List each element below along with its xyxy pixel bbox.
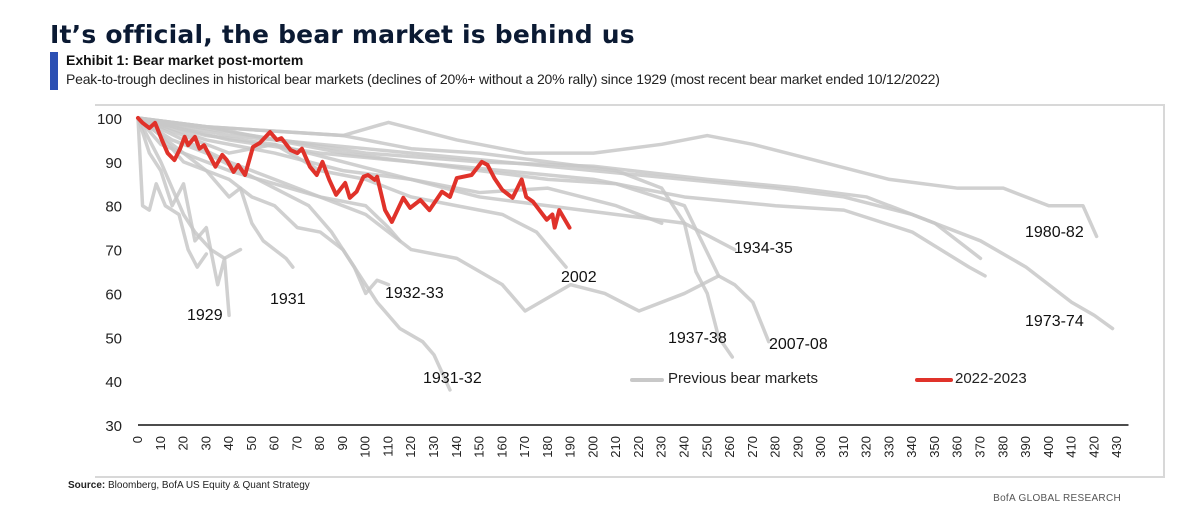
- source-text: Bloomberg, BofA US Equity & Quant Strate…: [108, 480, 310, 491]
- x-tick-label: 110: [380, 436, 395, 457]
- y-tick-label: 30: [105, 418, 122, 435]
- x-tick-label: 60: [267, 436, 282, 450]
- x-tick-label: 20: [176, 436, 191, 450]
- x-tick-label: 90: [335, 436, 350, 450]
- previous-bear-market-line: [136, 116, 568, 269]
- x-tick-label: 420: [1086, 436, 1101, 458]
- x-tick-label: 380: [995, 436, 1010, 458]
- annotation-2002: 2002: [561, 269, 597, 286]
- x-tick-label: 400: [1041, 436, 1056, 458]
- x-tick-label: 50: [244, 436, 259, 450]
- x-tick-label: 220: [631, 436, 646, 458]
- annotation-1934-35: 1934-35: [734, 240, 793, 257]
- y-tick-label: 60: [105, 286, 122, 303]
- y-tick-label: 80: [105, 199, 122, 216]
- y-tick-label: 40: [105, 374, 122, 391]
- y-tick-label: 50: [105, 330, 122, 347]
- x-tick-label: 180: [540, 436, 555, 458]
- x-tick-label: 370: [972, 436, 987, 458]
- x-tick-label: 10: [153, 436, 168, 450]
- source-note: Source: Bloomberg, BofA US Equity & Quan…: [68, 480, 310, 491]
- annotation-2007-08: 2007-08: [769, 336, 828, 353]
- legend-previous-label: Previous bear markets: [668, 370, 819, 387]
- annotation-1932-33: 1932-33: [385, 285, 444, 302]
- x-tick-label: 350: [927, 436, 942, 458]
- x-tick-label: 200: [585, 436, 600, 458]
- x-tick-label: 360: [950, 436, 965, 458]
- x-tick-label: 270: [745, 436, 760, 458]
- chart-frame: [95, 104, 1165, 478]
- brand-footer: BofA GLOBAL RESEARCH: [993, 493, 1121, 504]
- annotation-1973-74: 1973-74: [1025, 313, 1084, 330]
- annotation-1929: 1929: [187, 307, 223, 324]
- source-label: Source:: [68, 480, 106, 491]
- x-tick-label: 120: [403, 436, 418, 458]
- annotation-1980-82: 1980-82: [1025, 224, 1084, 241]
- x-tick-label: 330: [881, 436, 896, 458]
- annotation-1937-38: 1937-38: [668, 330, 727, 347]
- page-title: It’s official, the bear market is behind…: [50, 20, 635, 49]
- chart-subtitle: Peak-to-trough declines in historical be…: [66, 71, 940, 87]
- x-tick-label: 290: [790, 436, 805, 458]
- previous-bear-market-line: [136, 116, 664, 226]
- x-tick-label: 160: [494, 436, 509, 458]
- x-tick-label: 320: [859, 436, 874, 458]
- current-bear-market-line: [136, 116, 572, 230]
- legend-current-label: 2022-2023: [955, 370, 1027, 387]
- y-tick-label: 70: [105, 243, 122, 260]
- legend-current-swatch: [915, 378, 953, 382]
- y-tick-label: 100: [97, 111, 122, 128]
- x-tick-label: 130: [426, 436, 441, 458]
- exhibit-title: Exhibit 1: Bear market post-mortem: [66, 52, 304, 68]
- x-tick-label: 340: [904, 436, 919, 458]
- x-tick-label: 100: [358, 436, 373, 458]
- x-tick-label: 170: [517, 436, 532, 458]
- previous-bear-market-line: [136, 116, 983, 261]
- previous-bear-market-line: [136, 116, 209, 269]
- x-tick-label: 410: [1064, 436, 1079, 458]
- x-tick-label: 210: [608, 436, 623, 458]
- previous-bear-market-line: [136, 116, 243, 261]
- previous-bear-market-line: [136, 116, 231, 318]
- x-tick-label: 310: [836, 436, 851, 458]
- x-tick-label: 240: [676, 436, 691, 458]
- x-tick-label: 70: [289, 436, 304, 450]
- previous-bear-market-line: [136, 116, 1099, 239]
- y-tick-label: 90: [105, 155, 122, 172]
- legend-previous-swatch: [630, 378, 664, 382]
- x-tick-label: 260: [722, 436, 737, 458]
- x-tick-label: 280: [768, 436, 783, 458]
- x-tick-label: 0: [130, 436, 145, 443]
- previous-bear-market-line: [136, 116, 1115, 331]
- x-tick-label: 300: [813, 436, 828, 458]
- accent-bar: [50, 52, 58, 90]
- x-tick-label: 190: [563, 436, 578, 458]
- x-tick-label: 390: [1018, 436, 1033, 458]
- x-tick-label: 30: [198, 436, 213, 450]
- x-tick-label: 150: [472, 436, 487, 458]
- x-tick-label: 40: [221, 436, 236, 450]
- x-tick-label: 430: [1109, 436, 1124, 458]
- x-tick-label: 250: [699, 436, 714, 458]
- annotation-1931-32: 1931-32: [423, 370, 482, 387]
- x-tick-label: 80: [312, 436, 327, 450]
- x-tick-label: 140: [449, 436, 464, 458]
- x-tick-label: 230: [654, 436, 669, 458]
- annotation-1931: 1931: [270, 291, 306, 308]
